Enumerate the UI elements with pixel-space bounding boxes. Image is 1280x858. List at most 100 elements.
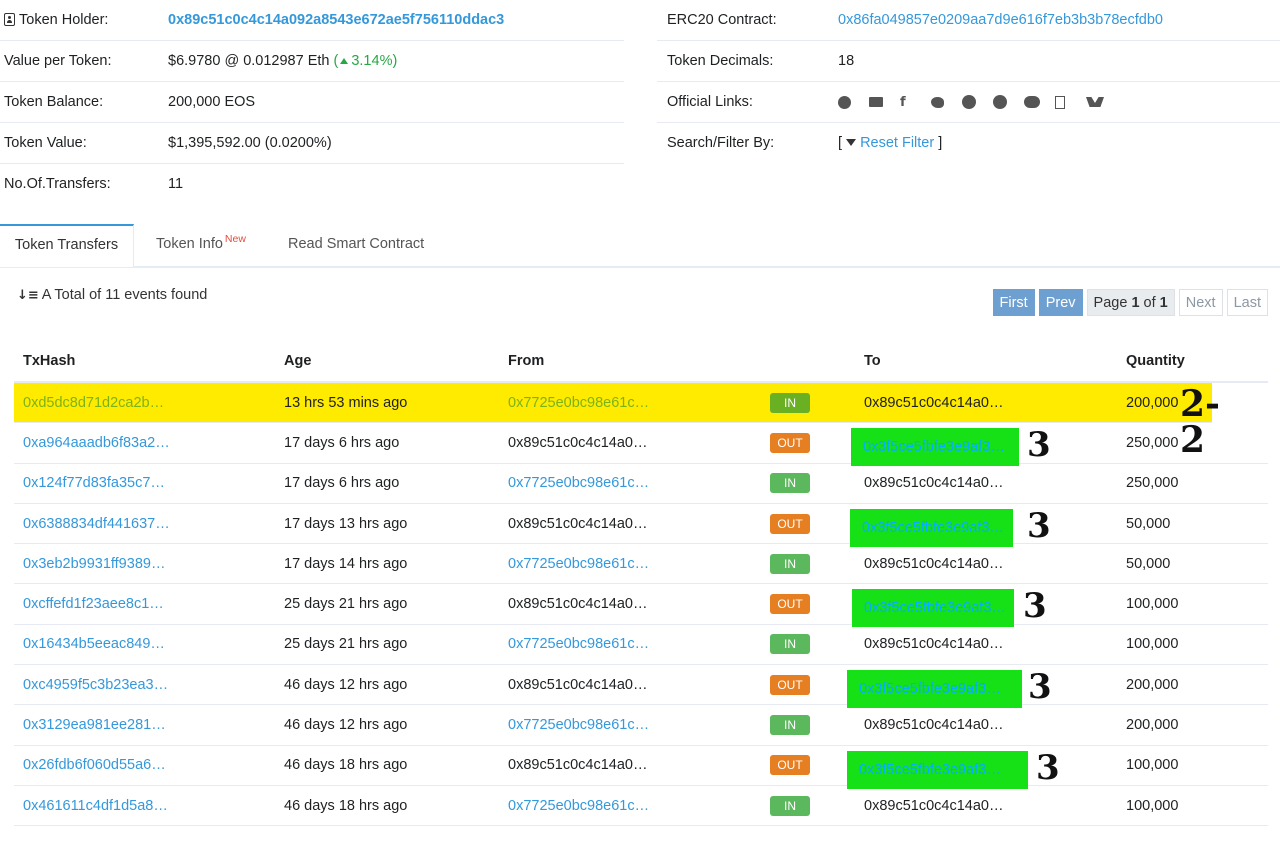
from-address-link[interactable]: 0x7725e0bc98e61c… <box>508 797 650 814</box>
quantity-cell: 100,000 <box>1126 596 1179 613</box>
token-balance-value: 200,000 EOS <box>168 94 256 110</box>
tx-hash-link[interactable]: 0x124f77d83fa35c7… <box>23 475 165 492</box>
from-address: 0x89c51c0c4c14a0… <box>508 434 648 451</box>
from-address: 0x89c51c0c4c14a0… <box>508 596 648 613</box>
tx-hash-link[interactable]: 0xc4959f5c3b23ea3… <box>23 676 169 693</box>
to-address: 0x89c51c0c4c14a0… <box>864 636 1004 653</box>
tx-hash-link[interactable]: 0x461611c4df1d5a8… <box>23 797 168 814</box>
to-address: 0x89c51c0c4c14a0… <box>864 394 1004 411</box>
reset-filter-link[interactable]: Reset Filter <box>860 135 935 151</box>
quantity-cell: 200,000 <box>1126 717 1179 734</box>
tx-hash-link[interactable]: 0x16434b5eeac849… <box>23 636 165 653</box>
eos-brand-icon[interactable] <box>1086 94 1117 110</box>
age-cell: 17 days 6 hrs ago <box>284 475 400 492</box>
caret-up-icon <box>340 58 349 64</box>
age-cell: 46 days 12 hrs ago <box>284 676 408 693</box>
to-address-link[interactable]: 0x3f5ce5fbfe3e9af3… <box>859 761 1001 778</box>
token-balance-label: Token Balance: <box>4 94 104 110</box>
tab-token-info[interactable]: Token Info New <box>156 233 246 252</box>
from-address-link[interactable]: 0x7725e0bc98e61c… <box>508 717 650 734</box>
last-page-button[interactable]: Last <box>1226 289 1268 316</box>
first-page-button[interactable]: First <box>992 289 1035 316</box>
to-address-link[interactable]: 0x3f5ce5fbfe3e9af3… <box>862 519 1004 536</box>
from-address-link[interactable]: 0x7725e0bc98e61c… <box>508 636 650 653</box>
tx-hash-link[interactable]: 0x26fdb6f060d55a6… <box>23 757 166 774</box>
age-cell: 17 days 13 hrs ago <box>284 515 408 532</box>
token-holder-address[interactable]: 0x89c51c0c4c14a092a8543e672ae5f756110dda… <box>168 12 505 28</box>
age-cell: 17 days 6 hrs ago <box>284 434 400 451</box>
overview-panel: Token Holder: 0x89c51c0c4c14a092a8543e67… <box>0 0 624 204</box>
value-per-token-row: Value per Token: $6.9780 @ 0.012987 Eth … <box>0 41 624 82</box>
to-address-highlight: 0x3f5ce5fbfe3e9af3… <box>851 428 1019 467</box>
github-icon[interactable] <box>962 94 993 110</box>
next-page-button[interactable]: Next <box>1178 289 1223 316</box>
tx-hash-link[interactable]: 0x3129ea981ee281… <box>23 717 166 734</box>
from-address: 0x89c51c0c4c14a0… <box>508 757 648 774</box>
official-links-row: Official Links: f <box>657 82 1280 123</box>
table-header: TxHash Age From To Quantity <box>14 341 1268 383</box>
handwritten-note: 3 <box>1027 505 1051 546</box>
to-address-link[interactable]: 0x3f5ce5fbfe3e9af3… <box>863 439 1005 456</box>
contract-panel: ERC20 Contract: 0x86fa049857e0209aa7d9e6… <box>657 0 1280 163</box>
tab-read-smart-contract[interactable]: Read Smart Contract <box>288 236 425 252</box>
to-address: 0x89c51c0c4c14a0… <box>864 797 1004 814</box>
direction-badge: IN <box>770 795 810 816</box>
token-value-label: Token Value: <box>4 135 87 151</box>
from-address-link[interactable]: 0x7725e0bc98e61c… <box>508 394 650 411</box>
col-to: To <box>864 353 881 369</box>
table-row: 0xcffefd1f23aee8c1… 25 days 21 hrs ago 0x8… <box>14 584 1268 628</box>
erc20-row: ERC20 Contract: 0x86fa049857e0209aa7d9e6… <box>657 0 1280 41</box>
page-indicator: Page 1 of 1 <box>1086 289 1175 316</box>
table-row: 0x26fdb6f060d55a6… 46 days 18 hrs ago 0x89… <box>14 746 1268 789</box>
direction-badge: IN <box>770 473 810 494</box>
tx-hash-link[interactable]: 0xd5dc8d71d2ca2b… <box>23 394 165 411</box>
quantity-cell: 100,000 <box>1126 636 1179 653</box>
value-per-token-label: Value per Token: <box>4 53 112 69</box>
twitter-icon[interactable] <box>931 94 962 110</box>
value-per-token-value: $6.9780 @ 0.012987 Eth <box>168 53 330 69</box>
handwritten-note: 3 <box>1027 425 1051 466</box>
globe-icon[interactable] <box>838 94 869 110</box>
age-cell: 13 hrs 53 mins ago <box>284 394 408 411</box>
mail-icon[interactable] <box>869 94 900 110</box>
tx-hash-link[interactable]: 0xcffefd1f23aee8c1… <box>23 596 164 613</box>
from-address-link[interactable]: 0x7725e0bc98e61c… <box>508 555 650 572</box>
tab-token-transfers[interactable]: Token Transfers <box>0 224 134 267</box>
direction-badge: OUT <box>770 674 810 695</box>
tab-bar: Token Transfers Token Info New Read Smart… <box>0 224 1280 268</box>
new-badge: New <box>224 233 246 245</box>
table-row: 0x461611c4df1d5a8… 46 days 18 hrs ago 0x77… <box>14 786 1268 827</box>
direction-badge: OUT <box>770 432 810 453</box>
table-row: 0xc4959f5c3b23ea3… 46 days 12 hrs ago 0x89… <box>14 665 1268 709</box>
age-cell: 46 days 12 hrs ago <box>284 717 408 734</box>
from-address: 0x89c51c0c4c14a0… <box>508 515 648 532</box>
from-address-link[interactable]: 0x7725e0bc98e61c… <box>508 475 650 492</box>
erc20-contract-link[interactable]: 0x86fa049857e0209aa7d9e616f7eb3b3b78ecfd… <box>838 12 1163 28</box>
telegram-icon[interactable] <box>993 94 1024 110</box>
transfers-table: TxHash Age From To Quantity 0xd5dc8d71d2… <box>14 341 1268 827</box>
facebook-icon[interactable]: f <box>900 94 906 110</box>
table-row: 0x6388834df441637… 17 days 13 hrs ago 0x89… <box>14 504 1268 547</box>
quantity-cell: 100,000 <box>1126 797 1179 814</box>
filter-row: Search/Filter By: [ Reset Filter ] <box>657 123 1280 163</box>
price-change: (3.14%) <box>333 53 398 69</box>
filter-label: Search/Filter By: <box>667 135 775 151</box>
prev-page-button[interactable]: Prev <box>1038 289 1083 316</box>
to-address-link[interactable]: 0x3f5ce5fbfe3e9af3… <box>864 600 1006 617</box>
direction-badge: IN <box>770 715 810 736</box>
age-cell: 46 days 18 hrs ago <box>284 797 408 814</box>
to-address-link[interactable]: 0x3f5ce5fbfe3e9af3… <box>859 681 1001 698</box>
quantity-cell: 250,000 <box>1126 434 1179 451</box>
age-cell: 25 days 21 hrs ago <box>284 596 408 613</box>
table-row: 0xa964aaadb6f83a2… 17 days 6 hrs ago 0x89c… <box>14 423 1268 467</box>
tx-hash-link[interactable]: 0x3eb2b9931ff9389… <box>23 555 166 572</box>
to-address-highlight: 0x3f5ce5fbfe3e9af3… <box>847 750 1028 789</box>
document-icon[interactable] <box>1055 94 1086 110</box>
col-from: From <box>508 353 545 369</box>
tx-hash-link[interactable]: 0xa964aaadb6f83a2… <box>23 434 170 451</box>
pagination: First Prev Page 1 of 1 Next Last <box>992 289 1268 316</box>
tx-hash-link[interactable]: 0x6388834df441637… <box>23 515 170 532</box>
official-links: f <box>838 94 1280 110</box>
wechat-icon[interactable] <box>1024 94 1055 110</box>
handwritten-note: 3 <box>1036 747 1060 788</box>
